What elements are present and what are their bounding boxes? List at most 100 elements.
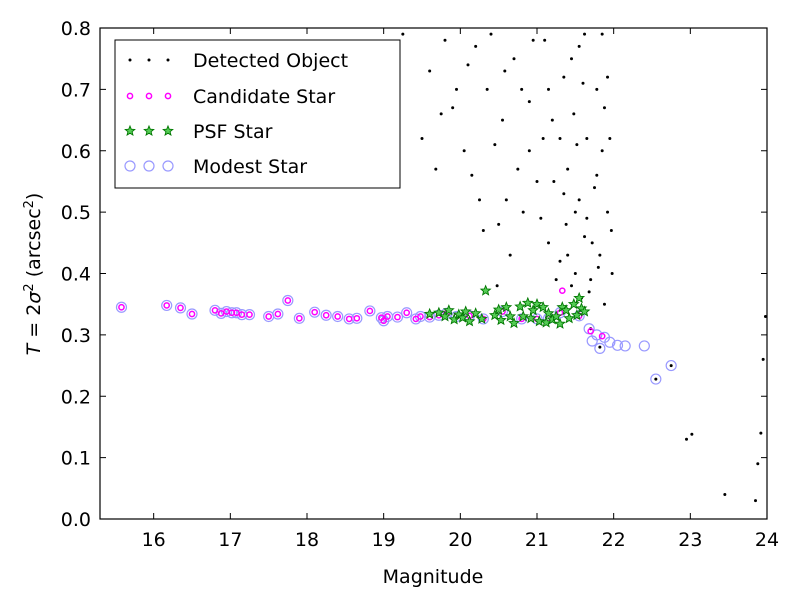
legend-marker-psf-star-3	[162, 124, 174, 137]
legend-marker-detected-object-3	[166, 58, 170, 62]
detected-object-point-83	[596, 265, 600, 269]
detected-object-point-15	[466, 63, 470, 67]
modest-star-point-24	[391, 311, 404, 323]
detected-object-point-3	[669, 364, 673, 368]
x-tick-label-1: 17	[218, 529, 242, 551]
y-tick-label-3: 0.3	[61, 325, 91, 347]
detected-object-point-89	[573, 272, 577, 275]
candidate-star-point-19	[353, 314, 361, 322]
detected-object-point-81	[562, 192, 566, 196]
detected-object-point-55	[575, 143, 579, 147]
modest-star-point-46	[611, 339, 624, 351]
detected-object-point-66	[602, 106, 606, 110]
psf-star-point-8	[463, 315, 476, 327]
detected-object-point-49	[401, 32, 405, 36]
detected-object-point-30	[566, 167, 570, 171]
detected-object-point-59	[564, 222, 568, 226]
y-tick-label-5: 0.5	[61, 202, 91, 224]
detected-object-point-39	[595, 87, 599, 91]
candidate-star-point-17	[334, 313, 342, 320]
detected-object-point-23	[527, 149, 531, 153]
detected-object-point-21	[512, 57, 516, 61]
detected-object-point-25	[543, 38, 547, 42]
detected-object-point-18	[493, 143, 497, 147]
detected-object-point-75	[503, 69, 507, 73]
detected-object-point-86	[541, 136, 545, 140]
detected-object-point-88	[585, 216, 589, 220]
psf-star-point-25	[537, 301, 550, 313]
psf-star-point-1	[432, 306, 445, 318]
detected-object-point-45	[610, 272, 614, 275]
candidate-star-point-10	[246, 311, 253, 318]
candidate-star-point-13	[284, 297, 292, 304]
candidate-star-point-9	[238, 311, 246, 318]
x-tick-label-6: 22	[602, 529, 626, 551]
detected-object-point-54	[508, 253, 512, 257]
candidate-star-point-14	[295, 314, 303, 322]
candidate-star-point-23	[384, 313, 391, 320]
detected-object-point-67	[587, 290, 591, 294]
candidate-star-point-20	[366, 307, 374, 315]
detected-object-point-80	[583, 32, 587, 36]
modest-star-point-13	[282, 294, 294, 307]
y-axis-label: T = 2σ2 (arcsec2)	[22, 193, 45, 356]
modest-star-point-45	[604, 336, 616, 348]
detected-object-point-79	[600, 149, 604, 153]
legend-marker-detected-object-1	[128, 58, 132, 62]
detected-object-point-64	[443, 38, 447, 42]
detected-object-point-7	[754, 499, 757, 503]
detected-object-point-68	[566, 253, 570, 257]
modest-star-point-12	[272, 308, 284, 320]
detected-object-point-36	[585, 136, 589, 140]
modest-star-point-3	[186, 308, 198, 320]
detected-object-point-60	[581, 81, 585, 85]
psf-star-point-16	[504, 310, 517, 322]
psf-star-point-20	[521, 296, 534, 308]
detected-object-point-9	[759, 431, 763, 435]
detected-object-point-38	[593, 186, 596, 190]
psf-star-point-30	[554, 317, 566, 329]
modest-star-point-42	[591, 329, 603, 341]
detected-object-point-19	[501, 118, 504, 122]
psf-star-point-9	[469, 307, 482, 319]
legend-entry-detected-object: Detected Object	[128, 50, 348, 72]
psf-star-point-17	[508, 316, 520, 329]
modest-star-point-35	[516, 313, 528, 325]
y-tick-label-7: 0.7	[61, 79, 91, 101]
detected-object-point-33	[577, 44, 581, 48]
legend-marker-modest-star-1	[124, 160, 136, 172]
x-tick-label-5: 21	[525, 529, 549, 551]
detected-object-point-58	[516, 167, 520, 171]
candidate-star-point-42	[598, 332, 606, 340]
detected-object-point-35	[583, 235, 587, 239]
detected-object-point-43	[606, 210, 610, 214]
detected-object-point-16	[474, 44, 478, 48]
psf-star-point-23	[531, 297, 543, 310]
candidate-star-point-11	[265, 313, 273, 320]
detected-object-point-72	[572, 112, 576, 116]
marks-layer	[115, 32, 767, 503]
y-axis-label-eq: = 2	[23, 304, 45, 344]
detected-object-point-26	[547, 241, 550, 245]
detected-object-point-48	[481, 229, 485, 233]
modest-star-point-2	[174, 302, 187, 314]
modest-star-point-0	[115, 301, 128, 313]
psf-star-point-21	[524, 312, 537, 324]
x-tick-label-4: 20	[448, 529, 472, 551]
candidate-star-point-41	[587, 327, 595, 335]
detected-object-point-73	[558, 136, 562, 140]
x-tick-label-8: 24	[755, 529, 779, 551]
legend-marker-modest-star-2	[143, 160, 155, 172]
candidate-star-point-12	[274, 310, 282, 318]
detected-object-point-11	[763, 314, 767, 318]
detected-object-point-51	[495, 284, 499, 288]
candidate-star-point-3	[188, 310, 196, 318]
psf-star-point-18	[514, 300, 527, 312]
modest-star-point-16	[320, 309, 332, 321]
detected-object-point-56	[527, 100, 531, 104]
psf-star-point-11	[479, 284, 492, 296]
detected-object-point-82	[609, 229, 613, 233]
legend-label-detected-object: Detected Object	[193, 50, 348, 72]
psf-star-point-0	[423, 307, 436, 320]
legend-entry-psf-star: PSF Star	[124, 121, 273, 143]
